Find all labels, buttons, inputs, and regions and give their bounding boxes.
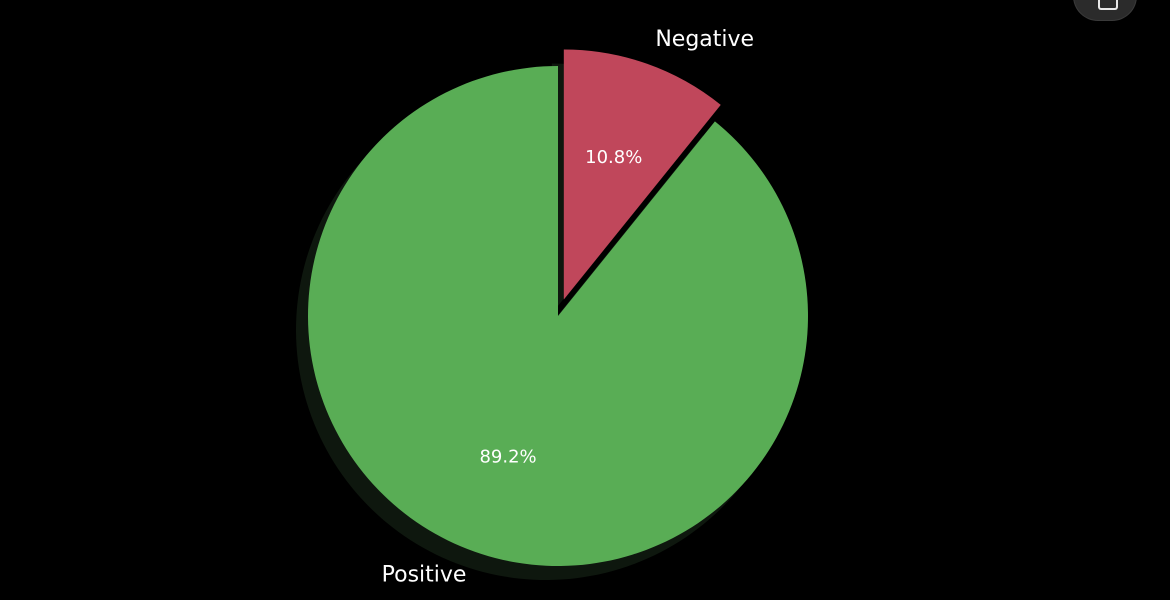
pie-label-layer: Negative 10.8% Positive 89.2% (382, 27, 754, 587)
slice-label-positive: Positive (382, 562, 467, 587)
expand-icon (1098, 0, 1118, 10)
pie-slice-negative (563, 49, 721, 300)
pct-label-positive: 89.2% (479, 446, 536, 467)
pie-slice-layer (308, 49, 809, 566)
pct-label-negative: 10.8% (585, 147, 642, 168)
expand-button[interactable] (1074, 0, 1136, 20)
slice-label-negative: Negative (655, 27, 754, 52)
pie-slice-positive (308, 66, 809, 566)
